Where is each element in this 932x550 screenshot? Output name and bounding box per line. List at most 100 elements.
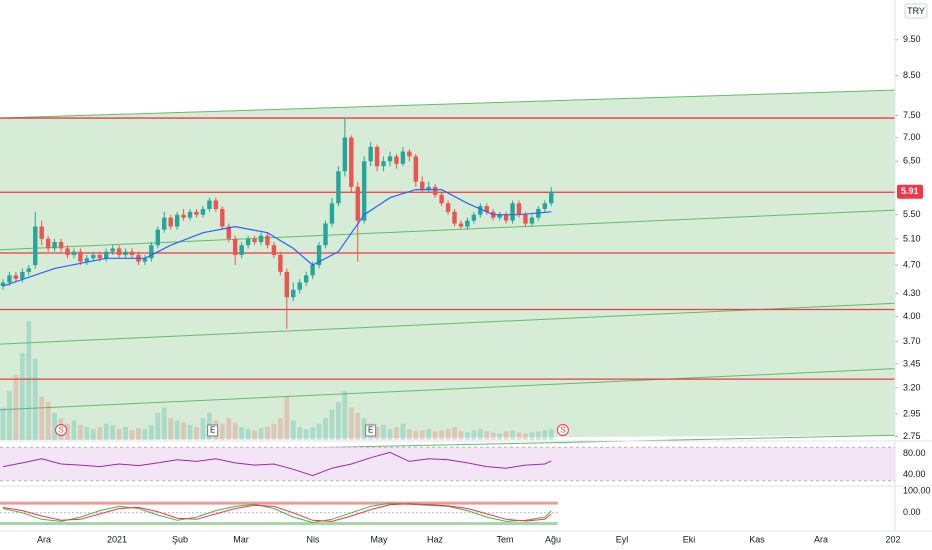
volume-bar bbox=[348, 407, 354, 440]
candle-body bbox=[329, 203, 335, 224]
volume-bar bbox=[290, 420, 296, 440]
candle-body bbox=[420, 181, 425, 190]
volume-bar bbox=[510, 430, 515, 440]
volume-bar bbox=[65, 423, 70, 440]
candle-body bbox=[445, 203, 451, 212]
candle-body bbox=[233, 238, 238, 255]
candle-body bbox=[123, 251, 128, 255]
volume-bar bbox=[516, 432, 522, 440]
candle-body bbox=[97, 254, 102, 259]
volume-bar bbox=[277, 418, 283, 440]
event-marker bbox=[556, 424, 569, 436]
osc-level bbox=[0, 522, 558, 526]
candle-body bbox=[374, 146, 380, 167]
volume-bar bbox=[116, 429, 122, 440]
volume-bar bbox=[406, 429, 412, 440]
volume-bar bbox=[439, 430, 444, 440]
volume-bar bbox=[387, 429, 393, 440]
osc-line bbox=[2, 503, 552, 522]
volume-bar bbox=[374, 427, 380, 440]
event-marker bbox=[55, 424, 68, 436]
candle-body bbox=[252, 238, 257, 243]
candle-body bbox=[503, 214, 509, 221]
candle-body bbox=[110, 248, 115, 252]
candle-body bbox=[278, 254, 283, 272]
candle-body bbox=[497, 214, 502, 218]
y-tick-label: 4.30 bbox=[903, 288, 921, 298]
rsi-tick-label: 80.00 bbox=[903, 448, 926, 458]
candle-body bbox=[84, 258, 90, 262]
volume-bar bbox=[490, 432, 496, 440]
volume-bar bbox=[13, 375, 19, 440]
candle-body bbox=[149, 245, 154, 259]
x-tick-label: 2021 bbox=[107, 534, 127, 544]
volume-bar bbox=[342, 391, 348, 440]
y-tick-label: 6.50 bbox=[903, 156, 921, 166]
candle-body bbox=[349, 137, 354, 187]
candle-body bbox=[362, 161, 367, 221]
volume-bar bbox=[336, 402, 341, 440]
volume-bar bbox=[413, 431, 419, 440]
candle-body bbox=[174, 214, 180, 227]
x-tick-label: Şub bbox=[172, 534, 188, 544]
volume-bar bbox=[361, 418, 367, 440]
candle-body bbox=[458, 223, 464, 227]
trendline bbox=[0, 368, 896, 411]
candle-body bbox=[310, 265, 315, 276]
candle-body bbox=[245, 238, 251, 246]
candle-body bbox=[104, 251, 109, 259]
candle-body bbox=[432, 186, 438, 195]
candle-body bbox=[0, 282, 6, 287]
x-tick-label: Eki bbox=[683, 534, 696, 544]
candle-body bbox=[542, 203, 547, 209]
candle-body bbox=[407, 151, 412, 157]
event-marker bbox=[365, 424, 377, 437]
volume-bar bbox=[316, 423, 322, 440]
volume-bar bbox=[103, 423, 109, 440]
candle-body bbox=[220, 208, 225, 227]
candle-body bbox=[336, 171, 341, 204]
event-marker-label: S bbox=[560, 426, 565, 435]
candle-body bbox=[303, 275, 309, 283]
x-tick-label: Ağu bbox=[545, 534, 561, 544]
rsi-tick-label: 40.00 bbox=[903, 469, 926, 479]
volume-bar bbox=[381, 424, 386, 440]
event-marker-label: S bbox=[58, 426, 63, 435]
volume-bar bbox=[84, 427, 90, 440]
volume-bar bbox=[168, 418, 174, 440]
candle-body bbox=[381, 161, 386, 167]
currency-box bbox=[904, 3, 928, 19]
volume-bar bbox=[245, 429, 251, 440]
candle-body bbox=[323, 223, 328, 246]
osc-tick-label: 0.00 bbox=[903, 507, 921, 517]
volume-bar bbox=[148, 424, 154, 440]
y-tick-label: 3.20 bbox=[903, 382, 921, 392]
osc-level bbox=[0, 501, 558, 505]
volume-bar bbox=[484, 431, 490, 440]
candle-body bbox=[413, 156, 418, 182]
volume-bar bbox=[142, 429, 148, 440]
volume-bar bbox=[45, 402, 51, 440]
volume-bar bbox=[329, 409, 335, 440]
volume-bar bbox=[426, 429, 432, 440]
volume-bar bbox=[432, 431, 438, 440]
y-tick-label: 7.00 bbox=[903, 132, 921, 142]
candle-body bbox=[368, 146, 373, 162]
x-tick-label: Nis bbox=[307, 534, 320, 544]
y-tick-label: 3.70 bbox=[903, 336, 921, 346]
candle-body bbox=[478, 206, 483, 215]
x-tick-label: Tem bbox=[496, 534, 513, 544]
candle-body bbox=[71, 251, 77, 255]
price-tag-label: 5.91 bbox=[901, 186, 919, 196]
candle-body bbox=[226, 226, 231, 239]
candle-body bbox=[523, 214, 528, 224]
volume-bar bbox=[394, 427, 399, 440]
osc-line bbox=[2, 502, 552, 524]
volume-bar bbox=[123, 427, 128, 440]
volume-bar bbox=[78, 424, 83, 440]
volume-bar bbox=[194, 427, 199, 440]
volume-bar bbox=[310, 427, 315, 440]
candle-body bbox=[342, 137, 348, 172]
volume-bar bbox=[136, 428, 141, 440]
